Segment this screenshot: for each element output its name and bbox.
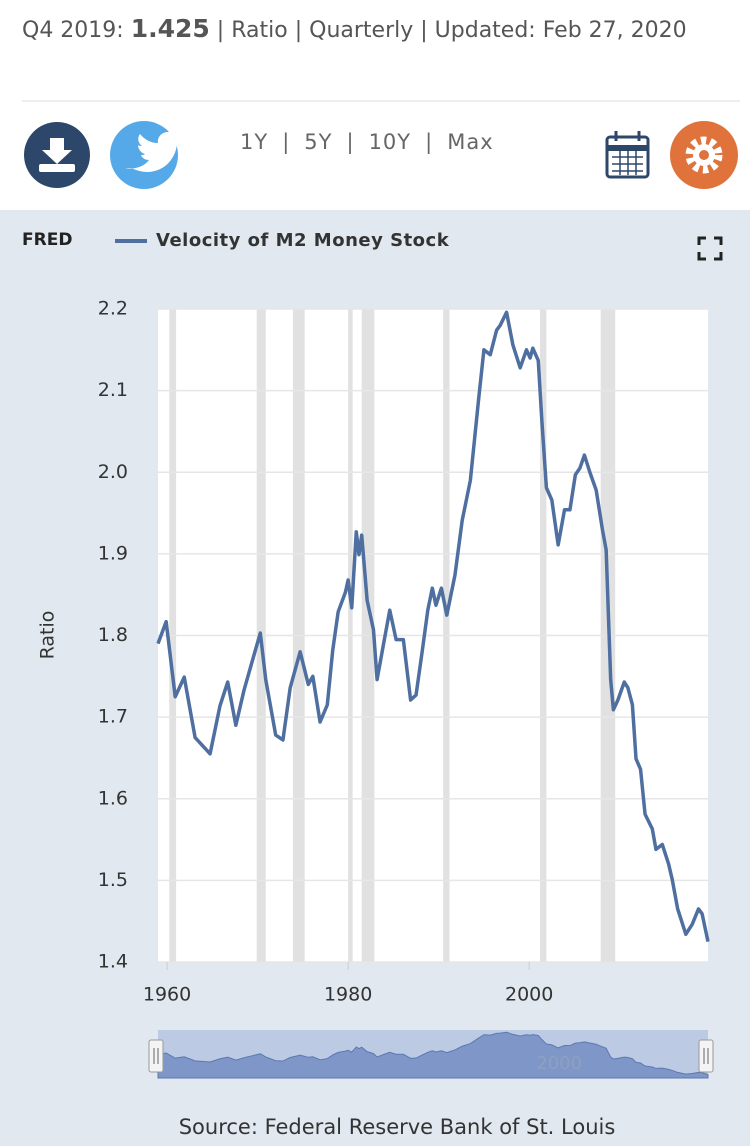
settings-button[interactable] [670, 121, 738, 189]
y-axis-label: Ratio [37, 611, 59, 660]
y-tick-label: 1.5 [98, 869, 128, 891]
header: Q4 2019: 1.425 | Ratio | Quarterly | Upd… [22, 12, 722, 48]
navigator-handle[interactable] [148, 1039, 164, 1073]
y-tick-label: 2.0 [98, 461, 128, 483]
x-tick-label: 2000 [505, 984, 553, 1006]
range-button[interactable]: 5Y [304, 130, 333, 154]
range-selector: 1Y | 5Y | 10Y | Max [240, 130, 494, 154]
separator: | [346, 130, 355, 154]
calendar-button[interactable] [605, 131, 650, 179]
y-tick-label: 1.7 [98, 706, 128, 728]
separator: | [216, 18, 225, 43]
y-tick-label: 1.8 [98, 624, 128, 646]
range-button[interactable]: 1Y [240, 130, 269, 154]
separator: | [294, 18, 303, 43]
separator: | [425, 130, 434, 154]
period: Q4 2019: [22, 18, 124, 43]
range-button[interactable]: Max [447, 130, 494, 154]
logo: FRED [22, 230, 72, 250]
separator: | [282, 130, 291, 154]
latest-value: 1.425 [130, 14, 210, 43]
twitter-button[interactable] [110, 121, 182, 189]
navigator-area [157, 1031, 709, 1079]
series-line [156, 310, 710, 942]
x-tick-label: 1960 [143, 984, 191, 1006]
navigator-handle[interactable] [698, 1039, 714, 1073]
frequency: Quarterly [309, 18, 414, 43]
download-button[interactable] [24, 122, 90, 188]
fullscreen-button[interactable] [697, 236, 723, 261]
separator: | [420, 18, 428, 43]
handle-body [148, 1039, 164, 1073]
units: Ratio [231, 18, 288, 43]
range-button[interactable]: 10Y [368, 130, 412, 154]
source: Source: Federal Reserve Bank of St. Loui… [179, 1115, 616, 1139]
navigator-label: 2000 [536, 1053, 582, 1074]
x-tick-label: 1980 [324, 984, 372, 1006]
y-tick-label: 1.6 [98, 787, 128, 809]
y-tick-label: 2.2 [98, 298, 128, 320]
y-tick-label: 1.4 [98, 951, 128, 973]
y-tick-label: 1.9 [98, 542, 128, 564]
y-tick-label: 2.1 [98, 379, 128, 401]
handle-grip [153, 1048, 159, 1064]
handle-grip [703, 1048, 709, 1064]
handle-body [698, 1039, 714, 1073]
updated: Updated: Feb 27, 2020 [434, 18, 687, 43]
legend-label: Velocity of M2 Money Stock [156, 230, 450, 251]
